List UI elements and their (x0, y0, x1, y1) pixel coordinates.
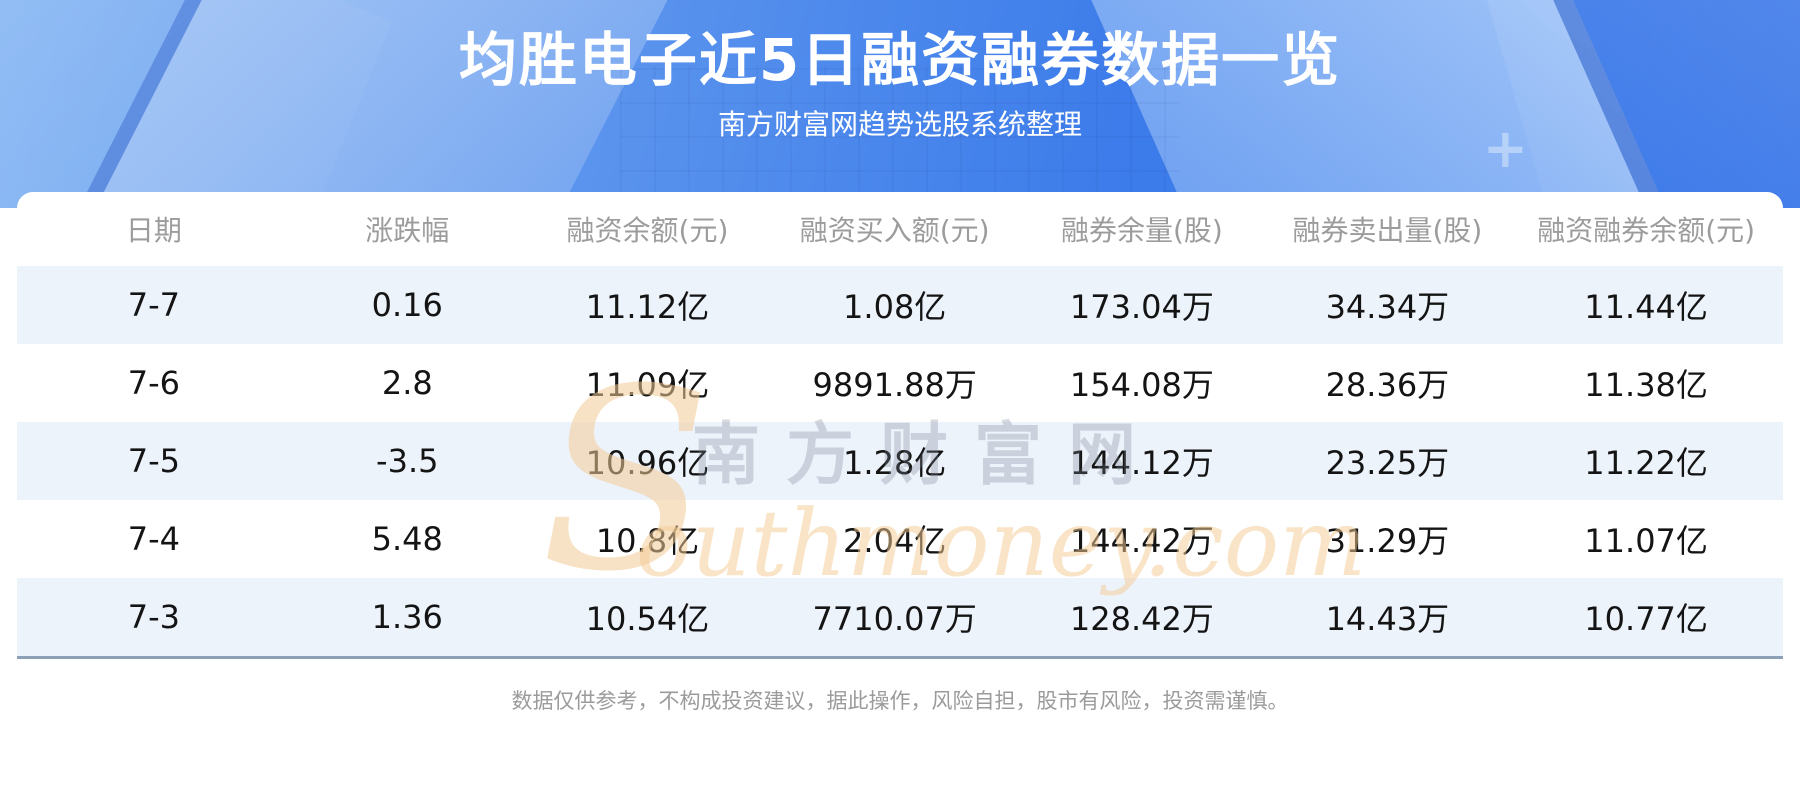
table-cell: 14.43万 (1325, 600, 1450, 638)
column-header: 融资余额(元) (566, 214, 729, 247)
table-cell: 11.12亿 (585, 288, 710, 326)
page-title: 均胜电子近5日融资融券数据一览 (458, 26, 1342, 94)
decor-chart-grid (620, 66, 1180, 206)
column-header: 融券卖出量(股) (1292, 214, 1483, 247)
table-cell: 0.16 (371, 286, 443, 324)
table-cell: 34.34万 (1325, 288, 1450, 326)
table-cell: 128.42万 (1069, 600, 1214, 638)
table-header-row: 日期 涨跌幅 融资余额(元) 融资买入额(元) 融券余量(股) 融券卖出量(股) 融资融券余… (17, 192, 1783, 266)
table-cell: 2.8 (381, 364, 433, 402)
table-cell: 31.29万 (1325, 522, 1450, 560)
table-cell: 23.25万 (1325, 444, 1450, 482)
table-cell: 11.09亿 (585, 366, 710, 404)
page-subtitle: 南方财富网趋势选股系统整理 (717, 108, 1082, 141)
table-cell: 11.38亿 (1584, 366, 1708, 404)
table-cell: 7-3 (127, 598, 180, 636)
table-cell: -3.5 (376, 442, 439, 480)
table-cell: 7-7 (127, 286, 180, 324)
hero-banner: + 均胜电子近5日融资融券数据一览 南方财富网趋势选股系统整理 (0, 0, 1800, 208)
table-cell: 11.07亿 (1584, 522, 1708, 560)
table-cell: 1.28亿 (843, 444, 947, 482)
table-row: 7-4 5.48 10.8亿 2.04亿 144.42万 31.29万 11.07亿 (17, 500, 1783, 578)
table-cell: 173.04万 (1069, 288, 1214, 326)
table-row: 7-5 -3.5 10.96亿 1.28亿 144.12万 23.25万 11.22亿 (17, 422, 1783, 500)
table-row: 7-7 0.16 11.12亿 1.08亿 173.04万 34.34万 11.44亿 (17, 266, 1783, 344)
table-cell: 7-5 (127, 442, 180, 480)
table-cell: 10.54亿 (585, 600, 710, 638)
table-cell: 7710.07万 (812, 600, 977, 638)
margin-trading-table: 日期 涨跌幅 融资余额(元) 融资买入额(元) 融券余量(股) 融券卖出量(股) 融资融券余… (17, 192, 1783, 656)
table-bottom-divider (17, 656, 1783, 659)
table-body: 7-7 0.16 11.12亿 1.08亿 173.04万 34.34万 11.44亿 7-6… (17, 266, 1783, 656)
plus-icon: + (1482, 117, 1528, 180)
column-header: 融资融券余额(元) (1537, 214, 1756, 247)
table-cell: 10.8亿 (595, 522, 700, 560)
table-cell: 11.22亿 (1584, 444, 1708, 482)
table-cell: 9891.88万 (812, 366, 977, 404)
table-cell: 154.08万 (1069, 366, 1214, 404)
table-cell: 11.44亿 (1584, 288, 1708, 326)
table-row: 7-6 2.8 11.09亿 9891.88万 154.08万 28.36万 11.38亿 (17, 344, 1783, 422)
column-header: 涨跌幅 (365, 214, 450, 247)
data-card: 日期 涨跌幅 融资余额(元) 融资买入额(元) 融券余量(股) 融券卖出量(股) 融资融券余… (17, 192, 1783, 800)
table-cell: 1.08亿 (843, 288, 947, 326)
disclaimer-text: 数据仅供参考，不构成投资建议，据此操作，风险自担，股市有风险，投资需谨慎。 (511, 689, 1289, 713)
table-cell: 7-6 (127, 364, 180, 402)
table-cell: 144.42万 (1069, 522, 1214, 560)
table-cell: 144.12万 (1069, 444, 1214, 482)
table-cell: 2.04亿 (843, 522, 947, 560)
column-header: 日期 (125, 214, 182, 247)
column-header: 融券余量(股) (1060, 214, 1223, 247)
table-cell: 5.48 (371, 520, 443, 558)
table-row: 7-3 1.36 10.54亿 7710.07万 128.42万 14.43万 10.77亿 (17, 578, 1783, 656)
table-cell: 28.36万 (1325, 366, 1450, 404)
table-header: 日期 涨跌幅 融资余额(元) 融资买入额(元) 融券余量(股) 融券卖出量(股) 融资融券余… (17, 192, 1783, 266)
table-cell: 7-4 (127, 520, 180, 558)
table-cell: 10.77亿 (1584, 600, 1708, 638)
table-cell: 10.96亿 (585, 444, 710, 482)
column-header: 融资买入额(元) (799, 214, 990, 247)
table-cell: 1.36 (371, 598, 443, 636)
